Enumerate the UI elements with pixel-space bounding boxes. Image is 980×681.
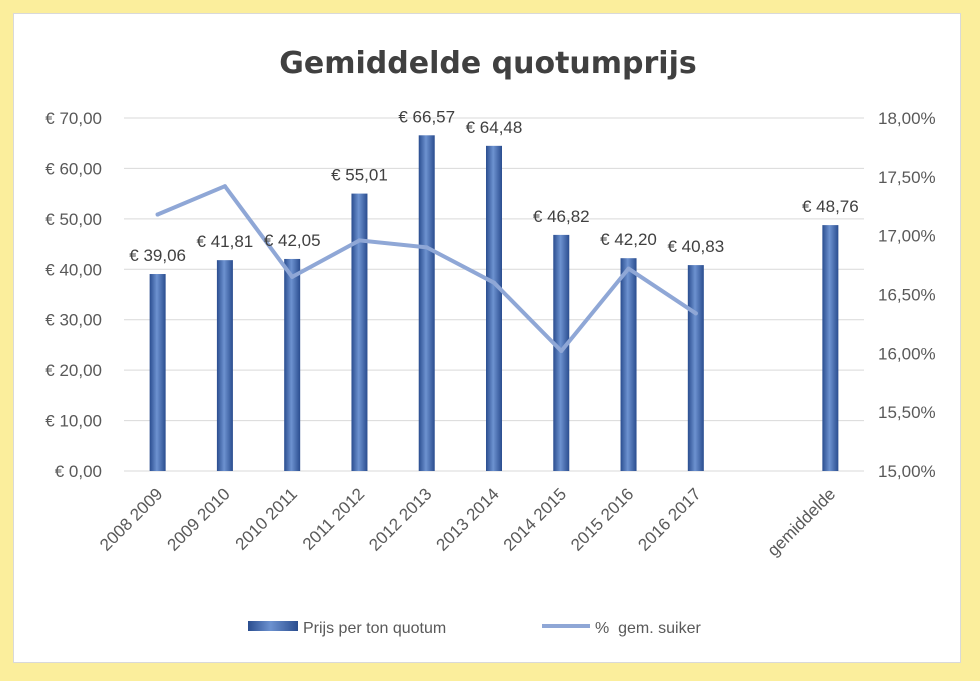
left-axis-tick-label: € 30,00 bbox=[45, 311, 102, 330]
line-point bbox=[492, 280, 496, 285]
x-axis-tick-label: 2015 2016 bbox=[567, 484, 637, 554]
left-axis-tick-label: € 10,00 bbox=[45, 412, 102, 431]
x-axis-tick-label: 2010 2011 bbox=[232, 484, 301, 553]
x-axis-tick-label: 2016 2017 bbox=[634, 484, 704, 554]
bar bbox=[149, 274, 166, 471]
right-axis-tick-label: 15,50% bbox=[878, 403, 936, 422]
bar bbox=[620, 258, 637, 471]
right-axis-tick-label: 18,00% bbox=[878, 109, 936, 128]
data-labels: € 39,06 € 41,81 € 42,05 € 55,01 € 66,57 € 64,… bbox=[129, 107, 858, 265]
x-axis-tick-label: 2014 2015 bbox=[500, 484, 570, 554]
bar bbox=[351, 193, 368, 472]
data-label: € 42,05 bbox=[264, 231, 321, 250]
left-axis-tick-label: € 60,00 bbox=[45, 159, 102, 178]
chart: Gemiddelde quotumprijs € 39,06 € 41,81 € 4… bbox=[45, 46, 936, 637]
right-axis-tick-label: 16,50% bbox=[878, 286, 936, 305]
right-axis: 15,00% 15,50% 16,00% 16,50% 17,00% 17,50% 18,0… bbox=[878, 109, 936, 481]
left-axis: € 0,00 € 10,00 € 20,00 € 30,00 € 40,00 € 50,0… bbox=[45, 109, 102, 481]
bar bbox=[687, 265, 704, 471]
x-axis-tick-label: 2013 2014 bbox=[433, 484, 503, 554]
left-axis-tick-label: € 20,00 bbox=[45, 361, 102, 380]
data-label: € 40,83 bbox=[667, 237, 724, 256]
data-label: € 48,76 bbox=[802, 197, 859, 216]
data-label: € 66,57 bbox=[398, 107, 455, 126]
data-label: € 64,48 bbox=[466, 118, 523, 137]
line-point bbox=[693, 311, 698, 316]
bar bbox=[418, 135, 435, 471]
left-axis-tick-label: € 50,00 bbox=[45, 210, 102, 229]
line-point bbox=[559, 348, 564, 353]
data-label: € 46,82 bbox=[533, 207, 590, 226]
bar bbox=[822, 225, 839, 471]
right-axis-tick-label: 16,00% bbox=[878, 344, 936, 363]
data-label: € 42,20 bbox=[600, 230, 657, 249]
x-axis-tick-label: 2011 2012 bbox=[299, 484, 368, 553]
line-point bbox=[155, 212, 160, 217]
line-point bbox=[357, 238, 362, 243]
right-axis-tick-label: 17,50% bbox=[878, 168, 936, 187]
chart-title: Gemiddelde quotumprijs bbox=[279, 46, 696, 81]
chart-frame: Gemiddelde quotumprijs € 39,06 € 41,81 € 4… bbox=[13, 13, 961, 663]
data-label: € 55,01 bbox=[331, 166, 388, 185]
x-axis-tick-label: gemiddelde bbox=[764, 484, 840, 560]
left-axis-tick-label: € 40,00 bbox=[45, 260, 102, 279]
data-label: € 41,81 bbox=[197, 232, 254, 251]
legend-bar-swatch bbox=[248, 621, 298, 631]
bar bbox=[216, 260, 233, 471]
left-axis-tick-label: € 0,00 bbox=[55, 462, 102, 481]
x-axis-tick-label: 2008 2009 bbox=[96, 484, 166, 554]
line-series bbox=[155, 184, 698, 353]
data-label: € 39,06 bbox=[129, 246, 186, 265]
legend: Prijs per ton quotum % gem. suiker bbox=[248, 620, 701, 637]
line-point bbox=[290, 274, 295, 279]
line-point bbox=[424, 245, 429, 250]
x-axis-tick-label: 2012 2013 bbox=[365, 484, 435, 554]
line-point bbox=[626, 266, 631, 271]
right-axis-tick-label: 15,00% bbox=[878, 462, 936, 481]
left-axis-tick-label: € 70,00 bbox=[45, 109, 102, 128]
bar bbox=[284, 258, 301, 471]
bar bbox=[486, 145, 502, 471]
legend-bar-label: Prijs per ton quotum bbox=[303, 620, 446, 637]
right-axis-tick-label: 17,00% bbox=[878, 227, 936, 246]
line-point bbox=[222, 184, 227, 189]
x-axis-tick-label: 2009 2010 bbox=[163, 484, 233, 554]
bar-series bbox=[149, 135, 839, 472]
legend-line-label: % gem. suiker bbox=[595, 620, 701, 637]
